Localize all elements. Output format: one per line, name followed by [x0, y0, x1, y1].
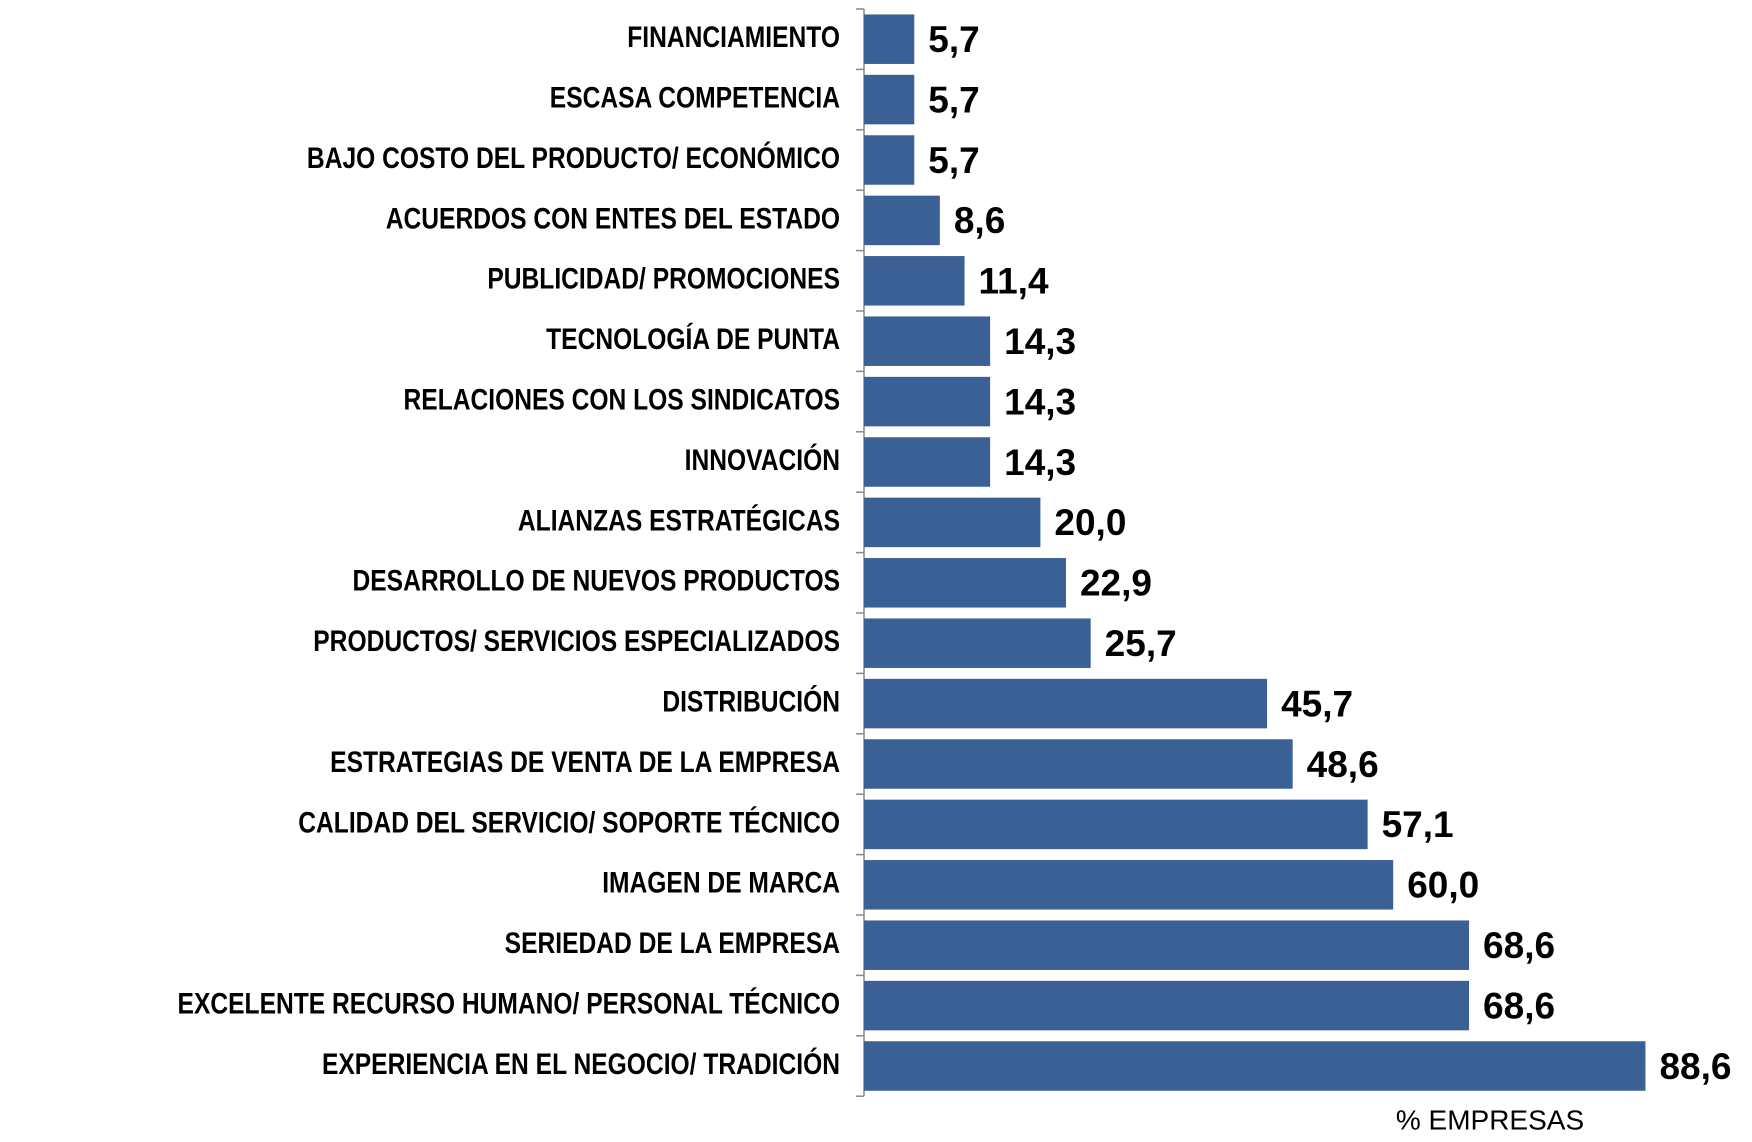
- category-label: IMAGEN DE MARCA: [602, 867, 840, 900]
- value-label: 45,7: [1281, 683, 1353, 724]
- value-label: 88,6: [1659, 1046, 1731, 1087]
- bar: [864, 558, 1066, 608]
- value-label: 57,1: [1382, 804, 1454, 845]
- value-label: 8,6: [954, 200, 1005, 241]
- category-label: ACUERDOS CON ENTES DEL ESTADO: [386, 202, 840, 235]
- bar: [864, 799, 1368, 850]
- category-label: ESTRATEGIAS DE VENTA DE LA EMPRESA: [330, 746, 840, 779]
- value-label: 14,3: [1004, 321, 1076, 362]
- bar: [864, 14, 915, 64]
- bar: [864, 980, 1470, 1031]
- category-label: ESCASA COMPETENCIA: [550, 82, 840, 115]
- value-label: 14,3: [1004, 381, 1076, 422]
- value-label: 68,6: [1483, 985, 1555, 1026]
- value-label: 5,7: [928, 19, 979, 60]
- value-label: 14,3: [1004, 442, 1076, 483]
- bar: [864, 437, 991, 487]
- category-label: EXCELENTE RECURSO HUMANO/ PERSONAL TÉCNI…: [178, 987, 840, 1021]
- value-label: 11,4: [979, 261, 1049, 302]
- category-label: TECNOLOGÍA DE PUNTA: [546, 322, 840, 356]
- bar: [864, 1041, 1646, 1091]
- bar: [864, 195, 940, 246]
- bar: [864, 618, 1091, 668]
- value-label: 22,9: [1080, 563, 1152, 604]
- value-label: 20,0: [1054, 502, 1126, 543]
- value-label: 60,0: [1407, 865, 1479, 906]
- value-label: 25,7: [1105, 623, 1177, 664]
- bar: [864, 376, 991, 427]
- value-label: 48,6: [1307, 744, 1379, 785]
- value-label: 5,7: [928, 140, 979, 181]
- category-label: PRODUCTOS/ SERVICIOS ESPECIALIZADOS: [313, 625, 840, 658]
- x-axis-label: % EMPRESAS: [1396, 1104, 1584, 1135]
- bar: [864, 74, 915, 125]
- bar: [864, 860, 1394, 910]
- category-label: DISTRIBUCIÓN: [662, 685, 840, 719]
- category-label: PUBLICIDAD/ PROMOCIONES: [487, 263, 840, 296]
- bar: [864, 135, 915, 185]
- category-label: INNOVACIÓN: [685, 443, 840, 477]
- bar: [864, 497, 1041, 548]
- category-label: DESARROLLO DE NUEVOS PRODUCTOS: [352, 565, 840, 598]
- bar: [864, 739, 1293, 789]
- category-label: ALIANZAS ESTRATÉGICAS: [518, 503, 840, 537]
- category-label: BAJO COSTO DEL PRODUCTO/ ECONÓMICO: [307, 141, 840, 175]
- category-label: EXPERIENCIA EN EL NEGOCIO/ TRADICIÓN: [322, 1047, 840, 1081]
- bar: [864, 678, 1268, 729]
- category-label: SERIEDAD DE LA EMPRESA: [505, 927, 840, 960]
- value-label: 68,6: [1483, 925, 1555, 966]
- category-label: CALIDAD DEL SERVICIO/ SOPORTE TÉCNICO: [298, 805, 840, 839]
- bar: [864, 920, 1470, 970]
- bar: [864, 256, 965, 306]
- bar: [864, 316, 991, 366]
- value-label: 5,7: [928, 79, 979, 120]
- category-label: RELACIONES CON LOS SINDICATOS: [404, 384, 840, 417]
- category-label: FINANCIAMIENTO: [627, 21, 840, 54]
